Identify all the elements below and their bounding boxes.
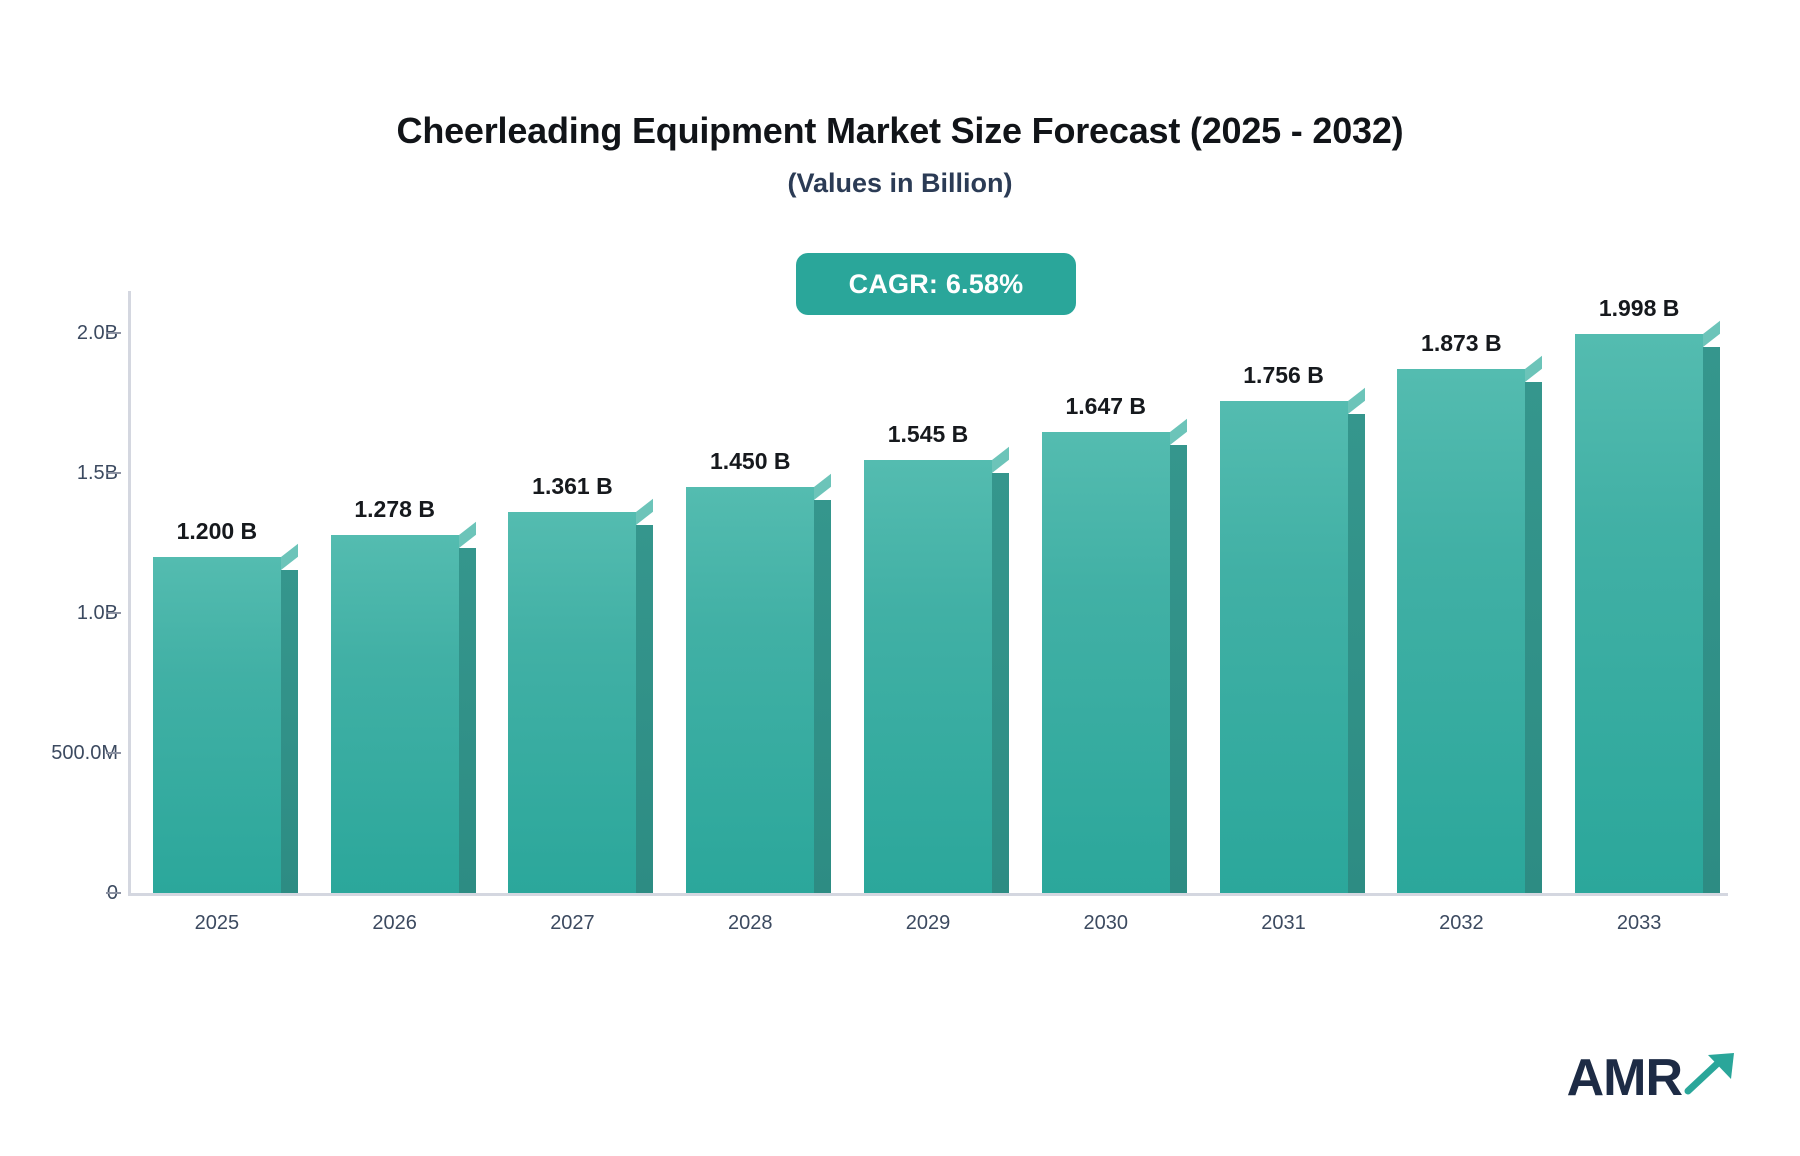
y-axis-tick-mark bbox=[106, 332, 121, 334]
bar-front-face bbox=[152, 557, 281, 893]
bar-top-bevel bbox=[814, 473, 832, 500]
bar-value-label: 1.998 B bbox=[1598, 294, 1680, 321]
y-axis-tick-label: 500.0M bbox=[51, 741, 118, 764]
chart-plot-area: 0500.0M1.0B1.5B2.0B 1.200 B1.278 B1.361 … bbox=[51, 280, 1728, 934]
bar-side-face bbox=[636, 524, 654, 893]
bar-front-face bbox=[1219, 401, 1348, 893]
bar-top-bevel bbox=[992, 447, 1009, 474]
y-axis-tick-mark bbox=[106, 892, 121, 894]
x-axis-tick-label: 2032 bbox=[1439, 912, 1484, 934]
bar-value-label: 1.278 B bbox=[354, 496, 435, 523]
bar[interactable]: 1.873 B bbox=[1397, 330, 1543, 893]
bar[interactable]: 1.545 B bbox=[864, 421, 1009, 893]
amr-logo: AMR bbox=[1567, 1042, 1742, 1104]
bar-top-bevel bbox=[1525, 355, 1543, 382]
bar-front-face bbox=[686, 487, 815, 893]
x-axis-tick-label: 2025 bbox=[194, 912, 240, 934]
bar-side-face bbox=[1703, 346, 1721, 893]
bar-value-label: 1.450 B bbox=[709, 448, 791, 474]
y-axis-tick-label: 0 bbox=[0, 881, 118, 905]
bar-front-face bbox=[864, 460, 992, 893]
y-axis-tick-label: 1.0B bbox=[76, 601, 118, 624]
x-axis-line bbox=[128, 893, 1728, 896]
amr-logo-text: AMR bbox=[1566, 1049, 1683, 1107]
bar-value-label: 1.361 B bbox=[532, 472, 613, 499]
bar-value-label: 1.647 B bbox=[1065, 392, 1147, 419]
bar[interactable]: 1.450 B bbox=[686, 448, 832, 893]
bar-front-face bbox=[330, 535, 459, 893]
bar-value-label: 1.873 B bbox=[1421, 329, 1502, 356]
bar-top-bevel bbox=[1347, 388, 1365, 415]
x-axis-tick-label: 2028 bbox=[727, 912, 773, 934]
bar-value-label: 1.545 B bbox=[887, 421, 969, 448]
y-axis-tick-label: 2.0B bbox=[76, 321, 118, 344]
bar-side-face bbox=[1525, 381, 1543, 893]
page-title: Cheerleading Equipment Market Size Forec… bbox=[396, 110, 1404, 151]
y-axis-line bbox=[128, 291, 131, 896]
growth-arrow-icon bbox=[1684, 1049, 1742, 1100]
x-axis-tick-label: 2026 bbox=[372, 912, 417, 934]
bar-front-face bbox=[508, 511, 637, 893]
bar-front-face bbox=[1575, 333, 1704, 893]
bar[interactable]: 1.756 B bbox=[1219, 362, 1365, 893]
y-axis-tick-mark bbox=[106, 612, 121, 614]
cagr-badge: CAGR: 6.58% bbox=[796, 253, 1076, 315]
bar-side-face bbox=[1169, 444, 1187, 893]
bar-top-bevel bbox=[1169, 418, 1187, 445]
x-axis-tick-label: 2033 bbox=[1616, 912, 1662, 934]
page-subtitle: (Values in Billion) bbox=[787, 168, 1013, 198]
bar-top-bevel bbox=[636, 498, 654, 525]
bar[interactable]: 1.200 B bbox=[152, 518, 298, 893]
bar-side-face bbox=[1347, 414, 1365, 893]
bar-top-bevel bbox=[280, 543, 298, 570]
x-axis-tick-label: 2027 bbox=[550, 912, 595, 934]
bar-front-face bbox=[1041, 431, 1170, 893]
bar[interactable]: 1.278 B bbox=[330, 496, 476, 893]
bar-top-bevel bbox=[458, 521, 476, 549]
bar-front-face bbox=[1397, 368, 1526, 893]
y-axis-tick-mark bbox=[106, 752, 121, 754]
bar-side-face bbox=[992, 473, 1009, 893]
bar[interactable]: 1.647 B bbox=[1041, 393, 1187, 893]
bar-value-label: 1.200 B bbox=[176, 518, 258, 544]
y-axis-tick-label: 1.5B bbox=[76, 461, 118, 484]
bar-side-face bbox=[280, 570, 298, 893]
bar[interactable]: 1.998 B bbox=[1575, 295, 1721, 893]
x-axis-tick-label: 2029 bbox=[905, 912, 951, 934]
bar-side-face bbox=[458, 548, 476, 893]
cagr-badge-label: CAGR: 6.58% bbox=[848, 268, 1024, 299]
bar-value-label: 1.756 B bbox=[1243, 362, 1324, 389]
y-axis-tick-mark bbox=[106, 472, 121, 474]
bar[interactable]: 1.361 B bbox=[508, 473, 654, 893]
bar-top-bevel bbox=[1703, 320, 1721, 347]
x-axis-tick-label: 2031 bbox=[1261, 912, 1306, 934]
bar-side-face bbox=[814, 500, 832, 893]
x-axis-tick-label: 2030 bbox=[1083, 912, 1129, 934]
